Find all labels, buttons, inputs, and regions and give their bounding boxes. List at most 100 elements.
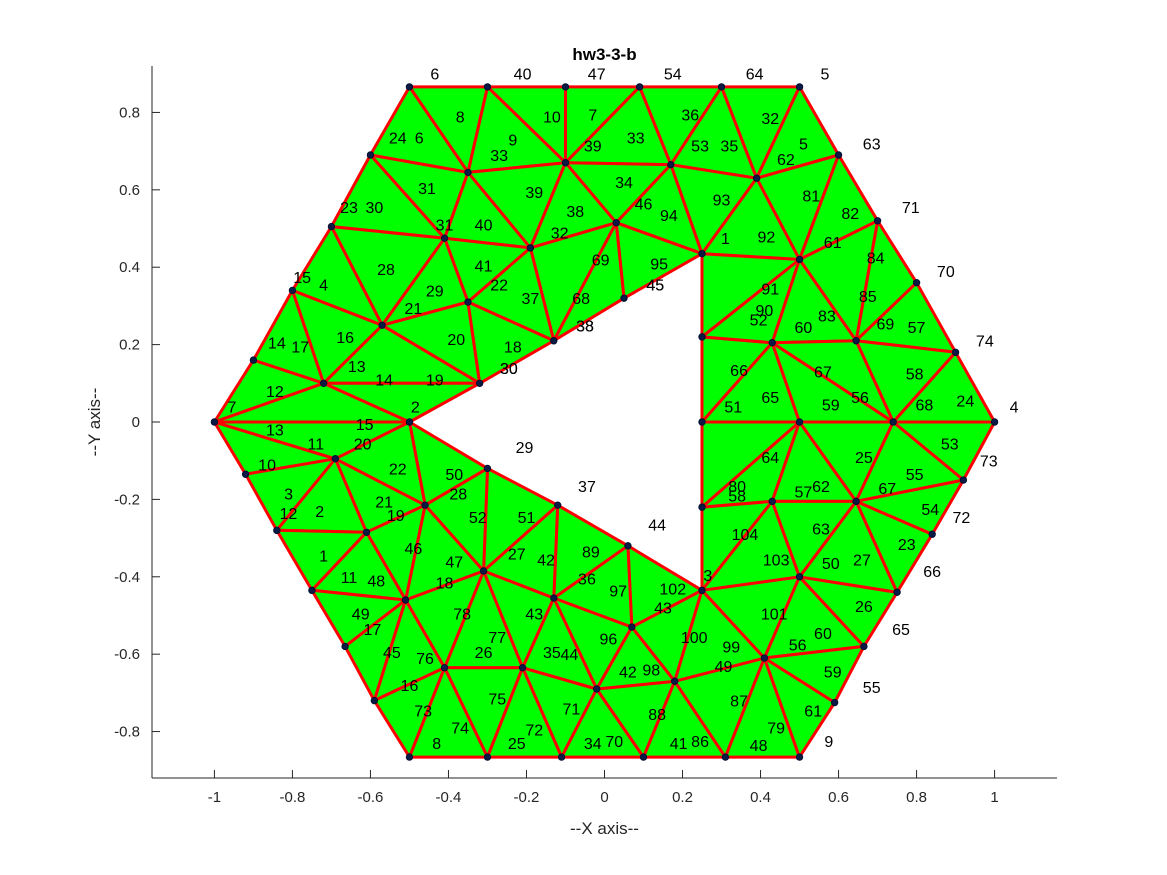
mesh-triangle	[408, 666, 489, 759]
element-number-label: 23	[340, 200, 358, 217]
node-number-label: 70	[937, 264, 955, 281]
element-number-label: 40	[475, 218, 493, 235]
mesh-node	[912, 278, 921, 287]
element-number-label: 25	[508, 736, 526, 753]
element-number-label: 27	[853, 552, 871, 569]
mesh-node	[860, 642, 868, 651]
x-axis-label: --X axis--	[570, 819, 639, 838]
mesh-node	[620, 294, 628, 302]
element-number-label: 38	[576, 318, 594, 335]
x-tick-label: 0.8	[906, 789, 927, 806]
element-number-label: 58	[728, 489, 746, 506]
mesh-node	[628, 623, 636, 631]
element-number-label: 103	[763, 552, 790, 569]
node-number-label: 71	[902, 200, 920, 217]
element-number-label: 52	[469, 510, 487, 527]
x-tick-label: -0.4	[436, 789, 462, 806]
mesh-node	[893, 588, 901, 596]
element-number-label: 71	[562, 701, 580, 718]
node-number-label: 9	[824, 734, 833, 751]
element-number-label: 78	[453, 607, 471, 624]
element-number-label: 58	[906, 367, 924, 384]
element-number-label: 28	[449, 487, 467, 504]
element-number-label: 28	[377, 262, 395, 279]
element-number-label: 42	[537, 552, 555, 569]
element-number-label: 10	[258, 458, 276, 475]
element-number-label: 72	[525, 723, 543, 740]
element-number-label: 4	[319, 278, 328, 295]
element-number-label: 77	[488, 630, 506, 647]
mesh-node	[249, 356, 258, 364]
node-number-label: 40	[514, 67, 532, 84]
mesh-node	[440, 234, 449, 242]
element-number-label: 12	[266, 384, 284, 401]
node-number-label: 73	[980, 454, 998, 471]
element-number-label: 90	[756, 303, 774, 320]
node-number-label: 74	[976, 334, 994, 351]
mesh-node	[768, 497, 776, 506]
mesh-node	[760, 654, 769, 662]
element-number-label: 34	[584, 736, 602, 753]
element-number-label: 8	[432, 736, 441, 753]
mesh-node	[308, 586, 316, 595]
mesh-triangle	[762, 644, 866, 704]
element-number-label: 26	[475, 645, 493, 662]
triangular-mesh	[212, 85, 997, 759]
node-number-label: 47	[588, 67, 606, 84]
mesh-node	[273, 526, 281, 535]
element-number-label: 70	[605, 734, 623, 751]
element-number-label: 1	[319, 549, 328, 566]
element-number-label: 69	[592, 252, 610, 269]
element-number-label: 26	[855, 599, 873, 616]
element-number-label: 101	[761, 607, 788, 624]
axes: -1 -0.8 -0.6 -0.4 -0.2 0 0.2 0.4 0.6 0.8 1 -0.8 -0.6…	[114, 66, 1057, 806]
element-number-label: 6	[415, 131, 424, 148]
element-number-label: 11	[308, 436, 325, 453]
element-number-label: 24	[956, 394, 974, 411]
chart-title: hw3-3-b	[572, 45, 636, 64]
mesh-node	[768, 338, 776, 347]
element-number-label: 100	[681, 630, 708, 647]
mesh-node	[592, 685, 601, 693]
node-number-label: 54	[664, 67, 682, 84]
element-number-label: 16	[401, 678, 419, 695]
mesh-node	[795, 573, 804, 581]
element-number-label: 54	[921, 502, 939, 519]
node-number-label: 30	[500, 361, 518, 378]
element-number-label: 15	[356, 417, 374, 434]
element-number-label: 53	[941, 436, 959, 453]
element-number-label: 52	[750, 312, 768, 329]
mesh-node	[959, 476, 968, 484]
element-number-label: 45	[383, 645, 401, 662]
element-number-label: 45	[646, 278, 664, 295]
mesh-node	[483, 753, 492, 761]
mesh-node	[362, 528, 371, 536]
element-number-label: 96	[600, 632, 618, 649]
element-number-label: 56	[851, 390, 869, 407]
element-number-label: 97	[609, 583, 627, 600]
x-tick-label: 0.2	[672, 789, 693, 806]
mesh-node	[370, 696, 379, 705]
mesh-node	[440, 664, 449, 672]
element-number-label: 7	[588, 107, 597, 124]
element-number-label: 38	[566, 204, 584, 221]
mesh-node	[698, 503, 706, 511]
node-number-label: 66	[923, 564, 941, 581]
element-number-label: 3	[284, 487, 293, 504]
element-number-label: 60	[814, 626, 832, 643]
element-number-label: 62	[812, 479, 830, 496]
mesh-node	[698, 333, 706, 341]
element-number-label: 33	[490, 148, 508, 165]
mesh-node	[873, 217, 882, 225]
element-number-label: 73	[414, 703, 432, 720]
element-number-label: 9	[508, 133, 517, 150]
element-number-label: 16	[336, 330, 354, 347]
element-number-label: 46	[404, 541, 422, 558]
mesh-node	[561, 159, 570, 167]
element-number-label: 44	[560, 647, 578, 664]
element-number-label: 50	[445, 467, 463, 484]
element-number-label: 33	[627, 131, 645, 148]
mesh-node	[721, 753, 730, 761]
element-number-label: 57	[908, 320, 926, 337]
